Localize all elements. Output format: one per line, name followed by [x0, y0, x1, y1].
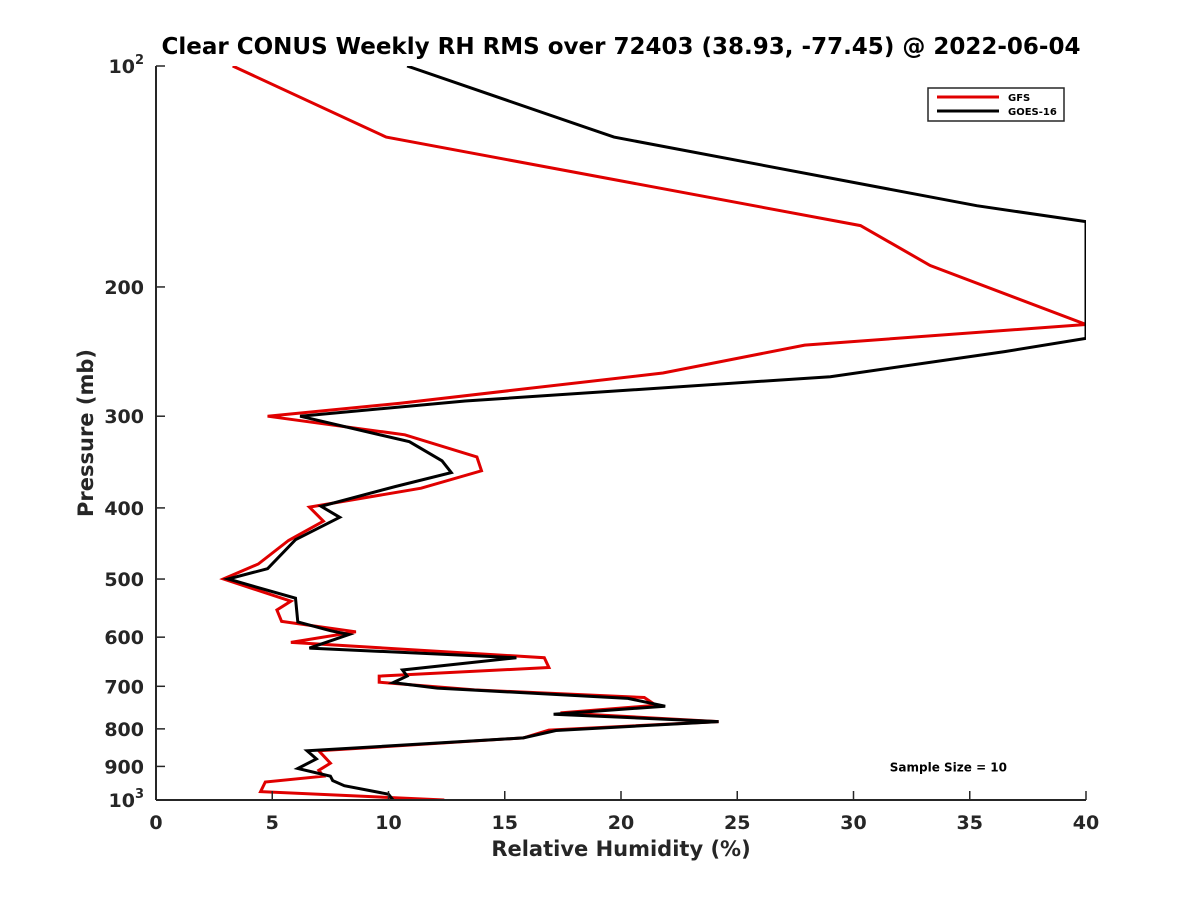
y-tick-label: 102: [109, 53, 145, 78]
x-tick-label: 20: [608, 812, 634, 834]
x-tick-label: 5: [266, 812, 279, 834]
x-tick-label: 35: [957, 812, 983, 834]
y-tick-label: 600: [104, 627, 144, 649]
y-tick-label: 300: [104, 406, 144, 428]
annotations: Sample Size = 10: [890, 760, 1007, 774]
x-tick-label: 30: [840, 812, 866, 834]
axes: 0 5 10 15 20 25 30 35 40 102 200 300 400 500 600 700 800…: [104, 53, 1099, 834]
y-tick-label: 500: [104, 569, 144, 591]
chart-title: Clear CONUS Weekly RH RMS over 72403 (38…: [162, 34, 1081, 60]
series-group: [219, 66, 1086, 800]
legend-entry-label: GOES-16: [1008, 107, 1057, 118]
y-tick-label: 800: [104, 719, 144, 741]
legend-entry-label: GFS: [1008, 93, 1030, 104]
legend: GFS GOES-16: [927, 87, 1065, 122]
x-tick-label: 0: [149, 812, 162, 834]
series-line-goes-16: [222, 66, 1086, 800]
y-tick-label: 900: [104, 756, 144, 778]
plot-area: [219, 66, 1086, 800]
x-tick-label: 25: [724, 812, 750, 834]
x-tick-label: 15: [492, 812, 518, 834]
x-tick-label: 10: [375, 812, 401, 834]
y-axis-label: Pressure (mb): [74, 349, 98, 517]
legend-box: [927, 87, 1065, 122]
y-tick-label: 200: [104, 277, 144, 299]
y-tick-label: 700: [104, 676, 144, 698]
y-tick-label: 400: [104, 498, 144, 520]
sample-size-annotation: Sample Size = 10: [890, 760, 1007, 774]
y-tick-label: 103: [109, 787, 145, 812]
x-axis-label: Relative Humidity (%): [491, 837, 750, 861]
x-tick-label: 40: [1073, 812, 1099, 834]
